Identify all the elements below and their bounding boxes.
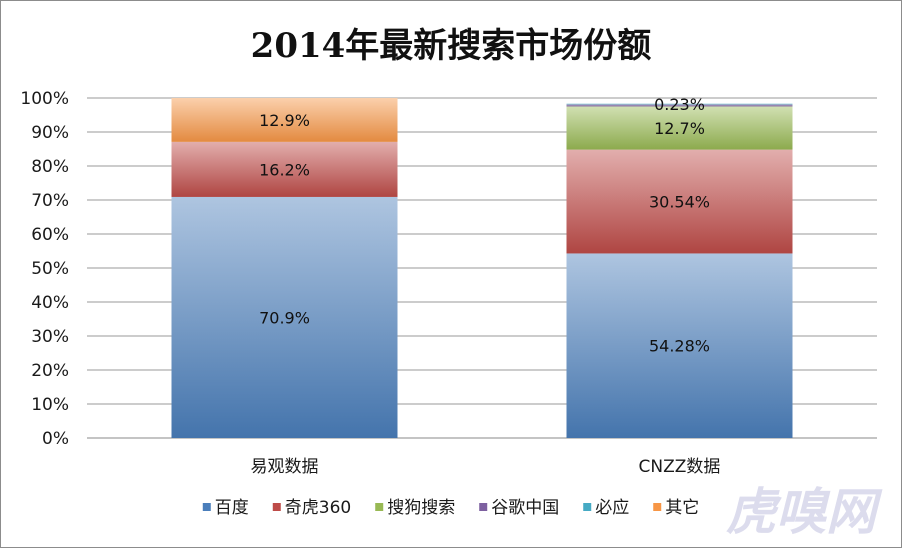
y-tick-label: 0%	[42, 429, 69, 449]
legend-label: 奇虎360	[285, 498, 351, 518]
legend-item: 必应	[583, 498, 629, 518]
bars	[171, 98, 793, 438]
y-tick-label: 50%	[31, 259, 69, 279]
bar-segment	[171, 196, 398, 438]
watermark-logo: 虎嗅网	[726, 482, 883, 541]
bar-segment	[171, 141, 398, 197]
legend-swatch	[202, 503, 211, 511]
bar-segment	[566, 149, 793, 254]
y-tick-label: 60%	[31, 225, 69, 245]
data-label: 12.9%	[259, 111, 310, 130]
legend-label: 搜狗搜索	[387, 498, 455, 518]
legend-swatch	[375, 503, 384, 511]
data-label: 54.28%	[649, 337, 710, 356]
legend-swatch	[272, 503, 281, 511]
legend-item: 百度	[202, 498, 249, 518]
y-tick-label: 70%	[31, 191, 69, 211]
legend-swatch	[583, 503, 592, 511]
data-label: 12.7%	[654, 119, 705, 138]
legend-label: 必应	[595, 498, 629, 518]
legend-label: 谷歌中国	[491, 498, 559, 518]
legend: 百度 奇虎360 搜狗搜索 谷歌中国 必应 其它	[202, 498, 699, 518]
legend-item: 奇虎360	[272, 498, 351, 518]
legend-item: 其它	[653, 498, 699, 518]
bar-segment	[566, 103, 793, 105]
bar-segment	[171, 98, 398, 142]
legend-item: 搜狗搜索	[375, 498, 455, 518]
legend-label: 百度	[215, 498, 249, 518]
data-label: 30.54%	[649, 193, 710, 212]
y-tick-label: 30%	[31, 327, 69, 347]
legend-swatch	[479, 503, 488, 511]
bar-segment	[566, 253, 793, 438]
y-axis-ticks: 0% 10% 20% 30% 40% 50% 60% 70% 80% 90% 100%	[20, 89, 69, 449]
data-labels: 70.9% 16.2% 12.9% 54.28% 30.54% 12.7% 0.23%	[259, 95, 710, 356]
y-tick-label: 10%	[31, 395, 69, 415]
y-tick-label: 100%	[20, 89, 69, 109]
chart-title: 2014年最新搜索市场份额	[251, 26, 652, 66]
data-label: 0.23%	[654, 95, 705, 114]
legend-label: 其它	[665, 498, 699, 518]
x-axis-categories: 易观数据 CNZZ数据	[251, 457, 721, 477]
bar-segment	[566, 106, 793, 150]
category-label: 易观数据	[251, 457, 319, 477]
y-tick-label: 80%	[31, 157, 69, 177]
legend-swatch	[653, 503, 662, 511]
legend-item: 谷歌中国	[479, 498, 559, 518]
data-label: 16.2%	[259, 160, 310, 179]
y-tick-label: 40%	[31, 293, 69, 313]
y-tick-label: 90%	[31, 123, 69, 143]
y-tick-label: 20%	[31, 361, 69, 381]
data-label: 70.9%	[259, 308, 310, 327]
bar-segment	[566, 104, 793, 107]
category-label: CNZZ数据	[639, 457, 721, 477]
